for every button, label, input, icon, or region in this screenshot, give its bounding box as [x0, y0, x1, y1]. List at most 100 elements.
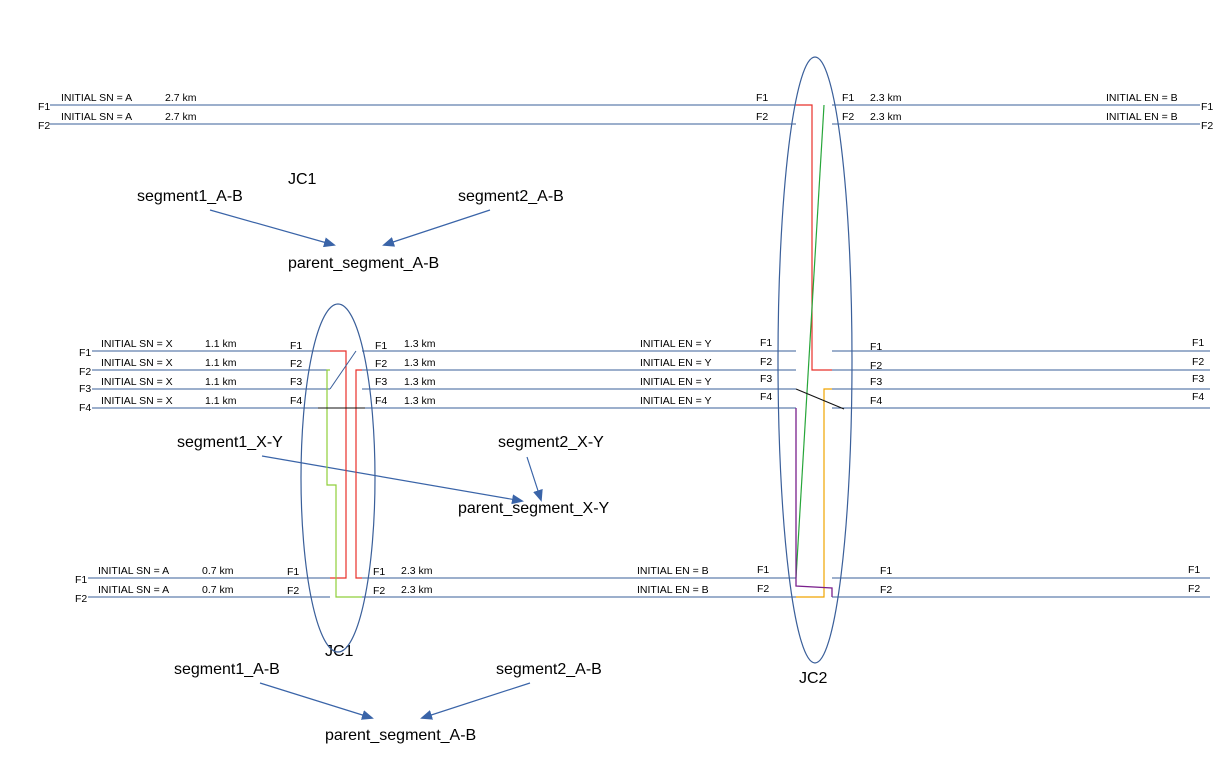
bot-jc2-label: JC2 — [799, 670, 828, 687]
bot-right-side-label-f1: F1 — [1188, 564, 1200, 576]
mid-segment1-label: segment1_X-Y — [177, 434, 283, 451]
bot-left-end-label-f1: F1 — [287, 566, 299, 578]
mid-middle-start-label-f3: F3 — [375, 376, 387, 388]
top-right-start-label-f2: F2 — [842, 111, 854, 123]
mid-right-side-label-f2: F2 — [1192, 356, 1204, 368]
bot-parent-segment-label: parent_segment_A-B — [325, 727, 476, 744]
mid-middle-end-label-f4: F4 — [760, 391, 772, 403]
mid-middle-end-label-f2: F2 — [760, 356, 772, 368]
bot-middle-start-label-f2: F2 — [373, 585, 385, 597]
mid-left-dist-f1: 1.1 km — [205, 338, 237, 350]
top-right-side-label-f2: F2 — [1201, 120, 1213, 132]
bot-right-start-label-f2: F2 — [880, 584, 892, 596]
top-right-dist-f1: 2.3 km — [870, 92, 902, 104]
bot-left-end-label-f2: F2 — [287, 585, 299, 597]
top-jc-label: JC1 — [288, 171, 317, 188]
splice-connections — [318, 104, 845, 598]
mid-middle-info-f4: INITIAL EN = Y — [640, 395, 712, 407]
mid-left-info-f1: INITIAL SN = X — [101, 338, 173, 350]
top-left-side-label-f1: F1 — [38, 101, 50, 113]
mid-middle-end-label-f1: F1 — [760, 337, 772, 349]
bot-left-dist-f2: 0.7 km — [202, 584, 234, 596]
bot-middle-info-f2: INITIAL EN = B — [637, 584, 709, 596]
mid-middle-dist-f4: 1.3 km — [404, 395, 436, 407]
mid-middle-end-label-f3: F3 — [760, 373, 772, 385]
top-group: F1 F2 INITIAL SN = A INITIAL SN = A 2.7 … — [38, 92, 1213, 272]
mid-left-end-label-f2: F2 — [290, 358, 302, 370]
mid-right-start-label-f4: F4 — [870, 395, 882, 407]
top-right-side-label-f1: F1 — [1201, 101, 1213, 113]
mid-middle-info-f1: INITIAL EN = Y — [640, 338, 712, 350]
mid-middle-start-label-f1: F1 — [375, 340, 387, 352]
mid-right-side-label-f4: F4 — [1192, 391, 1204, 403]
bot-middle-end-label-f2: F2 — [757, 583, 769, 595]
top-arrow-segment2 — [382, 209, 491, 247]
mid-middle-dist-f1: 1.3 km — [404, 338, 436, 350]
top-right-info-f2: INITIAL EN = B — [1106, 111, 1178, 123]
bot-middle-dist-f1: 2.3 km — [401, 565, 433, 577]
bot-segment1-label: segment1_A-B — [174, 661, 280, 678]
mid-right-side-label-f1: F1 — [1192, 337, 1204, 349]
bot-middle-info-f1: INITIAL EN = B — [637, 565, 709, 577]
mid-left-side-label-f2: F2 — [79, 366, 91, 378]
mid-arrow-segment2 — [526, 456, 543, 502]
mid-group: F1 F2 F3 F4 INITIAL SN = X INITIAL SN = … — [79, 337, 1210, 517]
top-left-side-label-f2: F2 — [38, 120, 50, 132]
mid-middle-start-label-f2: F2 — [375, 358, 387, 370]
jc2-closure-ellipse — [777, 56, 853, 664]
bot-left-info-f2: INITIAL SN = A — [98, 584, 169, 596]
bot-middle-start-label-f1: F1 — [373, 566, 385, 578]
bot-left-info-f1: INITIAL SN = A — [98, 565, 169, 577]
splice-green-top-f1-to-bot-f1 — [795, 104, 825, 579]
mid-left-side-label-f4: F4 — [79, 402, 91, 414]
splice-red-top-f1-to-mid-f2 — [796, 104, 832, 371]
top-right-start-label-f1: F1 — [842, 92, 854, 104]
mid-left-info-f2: INITIAL SN = X — [101, 357, 173, 369]
mid-left-end-label-f1: F1 — [290, 340, 302, 352]
top-right-info-f1: INITIAL EN = B — [1106, 92, 1178, 104]
bot-left-side-label-f2: F2 — [75, 593, 87, 605]
bot-left-dist-f1: 0.7 km — [202, 565, 234, 577]
mid-left-side-label-f3: F3 — [79, 383, 91, 395]
mid-left-dist-f3: 1.1 km — [205, 376, 237, 388]
top-arrow-segment1 — [209, 209, 336, 248]
mid-middle-dist-f2: 1.3 km — [404, 357, 436, 369]
mid-middle-info-f2: INITIAL EN = Y — [640, 357, 712, 369]
mid-right-start-label-f2: F2 — [870, 360, 882, 372]
bot-group: F1 F2 INITIAL SN = A INITIAL SN = A 0.7 … — [75, 564, 1210, 744]
mid-parent-segment-label: parent_segment_X-Y — [458, 500, 610, 517]
top-left-dist-f2: 2.7 km — [165, 111, 197, 123]
mid-right-start-label-f3: F3 — [870, 376, 882, 388]
mid-left-dist-f4: 1.1 km — [205, 395, 237, 407]
bot-arrow-segment2 — [420, 682, 531, 720]
top-segment2-label: segment2_A-B — [458, 188, 564, 205]
top-left-end-label-f1: F1 — [756, 92, 768, 104]
mid-right-start-label-f1: F1 — [870, 341, 882, 353]
mid-left-end-label-f4: F4 — [290, 395, 302, 407]
mid-left-end-label-f3: F3 — [290, 376, 302, 388]
bot-left-side-label-f1: F1 — [75, 574, 87, 586]
mid-left-info-f4: INITIAL SN = X — [101, 395, 173, 407]
top-left-dist-f1: 2.7 km — [165, 92, 197, 104]
mid-segment2-label: segment2_X-Y — [498, 434, 604, 451]
mid-arrow-segment1 — [261, 455, 524, 505]
bot-segment2-label: segment2_A-B — [496, 661, 602, 678]
top-parent-segment-label: parent_segment_A-B — [288, 255, 439, 272]
top-left-info-f2: INITIAL SN = A — [61, 111, 132, 123]
jc1-closure-ellipse — [300, 303, 376, 653]
splice-black-mid-f3-to-f4 — [795, 388, 845, 410]
bot-right-side-label-f2: F2 — [1188, 583, 1200, 595]
top-left-info-f1: INITIAL SN = A — [61, 92, 132, 104]
mid-right-side-label-f3: F3 — [1192, 373, 1204, 385]
splice-red-mid-f2-to-bot-f1 — [355, 369, 362, 579]
mid-middle-info-f3: INITIAL EN = Y — [640, 376, 712, 388]
top-segment1-label: segment1_A-B — [137, 188, 243, 205]
bot-arrow-segment1 — [259, 682, 374, 720]
splice-orange-mid-f3-to-bot-f2 — [796, 388, 832, 598]
bot-right-start-label-f1: F1 — [880, 565, 892, 577]
bot-middle-dist-f2: 2.3 km — [401, 584, 433, 596]
splice-purple-mid-f4-to-bot-f2 — [795, 408, 833, 597]
mid-middle-dist-f3: 1.3 km — [404, 376, 436, 388]
splice-diag-mid-f3 — [329, 350, 357, 390]
